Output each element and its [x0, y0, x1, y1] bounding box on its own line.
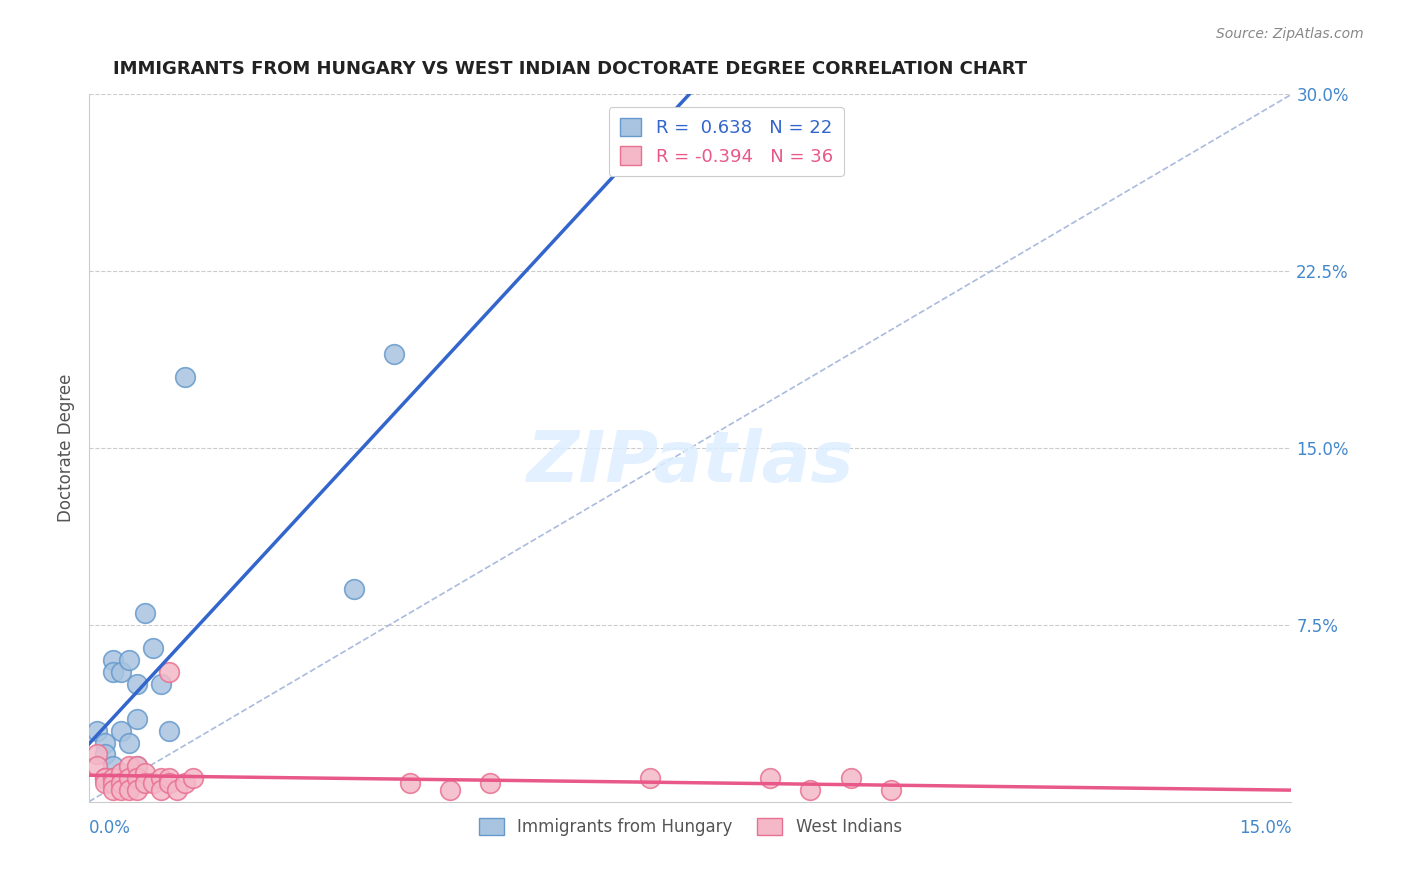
- Point: [150, 771, 173, 785]
- Point: [382, 347, 405, 361]
- Point: [110, 775, 132, 789]
- Point: [134, 775, 156, 789]
- Point: [110, 723, 132, 738]
- Point: [110, 782, 132, 797]
- Text: 0.0%: 0.0%: [89, 819, 131, 838]
- Legend: Immigrants from Hungary, West Indians: Immigrants from Hungary, West Indians: [472, 811, 908, 843]
- Point: [150, 676, 173, 690]
- Point: [94, 775, 117, 789]
- Point: [157, 771, 180, 785]
- Point: [118, 782, 141, 797]
- Point: [157, 665, 180, 679]
- Text: 15.0%: 15.0%: [1239, 819, 1291, 838]
- Point: [118, 759, 141, 773]
- Text: Source: ZipAtlas.com: Source: ZipAtlas.com: [1216, 27, 1364, 41]
- Point: [157, 723, 180, 738]
- Point: [174, 370, 197, 384]
- Point: [94, 736, 117, 750]
- Point: [342, 582, 364, 597]
- Point: [150, 782, 173, 797]
- Text: ZIPatlas: ZIPatlas: [526, 427, 853, 497]
- Point: [638, 771, 661, 785]
- Point: [181, 771, 204, 785]
- Point: [127, 759, 149, 773]
- Point: [101, 653, 124, 667]
- Point: [799, 782, 821, 797]
- Text: IMMIGRANTS FROM HUNGARY VS WEST INDIAN DOCTORATE DEGREE CORRELATION CHART: IMMIGRANTS FROM HUNGARY VS WEST INDIAN D…: [112, 60, 1028, 78]
- Point: [134, 606, 156, 620]
- Point: [101, 759, 124, 773]
- Point: [127, 782, 149, 797]
- Point: [174, 775, 197, 789]
- Point: [478, 775, 501, 789]
- Point: [134, 766, 156, 780]
- Point: [101, 771, 124, 785]
- Point: [142, 775, 165, 789]
- Point: [127, 771, 149, 785]
- Point: [101, 775, 124, 789]
- Point: [166, 782, 188, 797]
- Point: [110, 766, 132, 780]
- Point: [101, 782, 124, 797]
- Point: [759, 771, 782, 785]
- Point: [127, 759, 149, 773]
- Point: [879, 782, 901, 797]
- Point: [118, 653, 141, 667]
- Point: [86, 723, 108, 738]
- Point: [439, 782, 461, 797]
- Point: [94, 771, 117, 785]
- Point: [127, 676, 149, 690]
- Point: [127, 712, 149, 726]
- Point: [118, 771, 141, 785]
- Point: [94, 771, 117, 785]
- Point: [110, 665, 132, 679]
- Point: [839, 771, 862, 785]
- Point: [101, 665, 124, 679]
- Point: [110, 771, 132, 785]
- Point: [118, 736, 141, 750]
- Point: [86, 747, 108, 762]
- Point: [94, 747, 117, 762]
- Point: [157, 775, 180, 789]
- Point: [86, 759, 108, 773]
- Point: [398, 775, 420, 789]
- Y-axis label: Doctorate Degree: Doctorate Degree: [58, 374, 75, 522]
- Point: [101, 771, 124, 785]
- Point: [142, 641, 165, 656]
